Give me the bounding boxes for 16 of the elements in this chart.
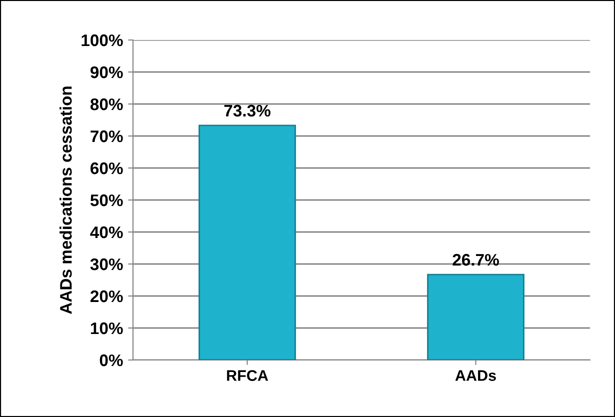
y-axis-title: AADs medications cessation — [60, 86, 72, 314]
y-tick-label: 90% — [90, 66, 123, 78]
y-tick-label: 30% — [90, 258, 123, 270]
y-tick-label: 10% — [90, 322, 123, 334]
y-tick-label: 70% — [90, 130, 123, 142]
y-tick-label: 80% — [90, 98, 123, 110]
y-tick-label: 20% — [90, 290, 123, 302]
data-label: 73.3% — [224, 104, 270, 117]
y-tick-label: 50% — [90, 194, 123, 206]
x-tick-label: RFCA — [227, 370, 268, 381]
x-tick-label: AADs — [455, 370, 496, 381]
y-tick-label: 0% — [100, 354, 123, 366]
y-tick-label: 100% — [82, 34, 123, 46]
data-label: 26.7% — [452, 254, 499, 266]
y-tick-label: 60% — [90, 162, 123, 174]
y-tick-label: 40% — [90, 226, 123, 238]
